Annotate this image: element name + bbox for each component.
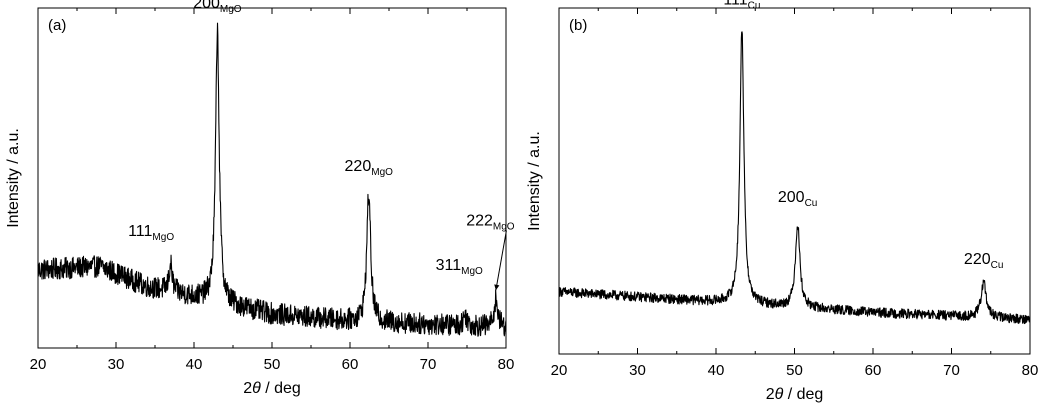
x-tick-label: 80 xyxy=(1022,362,1039,379)
panel-label: (b) xyxy=(569,17,587,34)
panel-b: 20 30 40 50 60 70 80 2θ / deg Intensity / a.u. (b… xyxy=(526,0,1038,403)
x-tick-label: 60 xyxy=(865,362,882,379)
xrd-series-mgo xyxy=(37,22,507,337)
peak-label: 222MgO xyxy=(466,213,515,233)
x-tick-label: 30 xyxy=(629,362,646,379)
peak-label: 311MgO xyxy=(436,257,483,277)
x-tick-label: 50 xyxy=(264,356,281,373)
x-tick-label: 70 xyxy=(943,362,960,379)
peak-label: 220Cu xyxy=(964,251,1004,271)
y-axis-label: Intensity / a.u. xyxy=(526,131,543,231)
x-tick-label: 70 xyxy=(420,356,437,373)
plot-frame xyxy=(37,7,507,349)
x-tick-label: 80 xyxy=(498,356,515,373)
peak-label: 200Cu xyxy=(778,189,818,209)
x-tick-label: 60 xyxy=(342,356,359,373)
x-tick-label: 20 xyxy=(30,356,47,373)
x-axis-label: 2θ / deg xyxy=(243,380,301,397)
x-tick-label: 20 xyxy=(551,362,568,379)
panel-a: 20 30 40 50 60 70 80 2θ / deg Intensity / a.u. (a… xyxy=(5,0,515,397)
annotation-arrow xyxy=(495,230,507,291)
peak-label: 111MgO xyxy=(128,223,174,243)
x-tick-label: 40 xyxy=(708,362,725,379)
plot-frame xyxy=(558,7,1031,355)
peak-label: 200MgO xyxy=(193,0,242,15)
x-tick-label: 50 xyxy=(786,362,803,379)
x-tick-label: 30 xyxy=(108,356,125,373)
x-tick-label: 40 xyxy=(186,356,203,373)
x-axis-label: 2θ / deg xyxy=(766,386,824,403)
panel-label: (a) xyxy=(48,17,66,34)
xrd-series-cu xyxy=(558,31,1031,325)
y-axis-label: Intensity / a.u. xyxy=(5,128,22,228)
peak-label: 111Cu xyxy=(723,0,760,12)
annotation-arrowhead xyxy=(494,284,500,291)
peak-label: 220MgO xyxy=(345,158,394,178)
